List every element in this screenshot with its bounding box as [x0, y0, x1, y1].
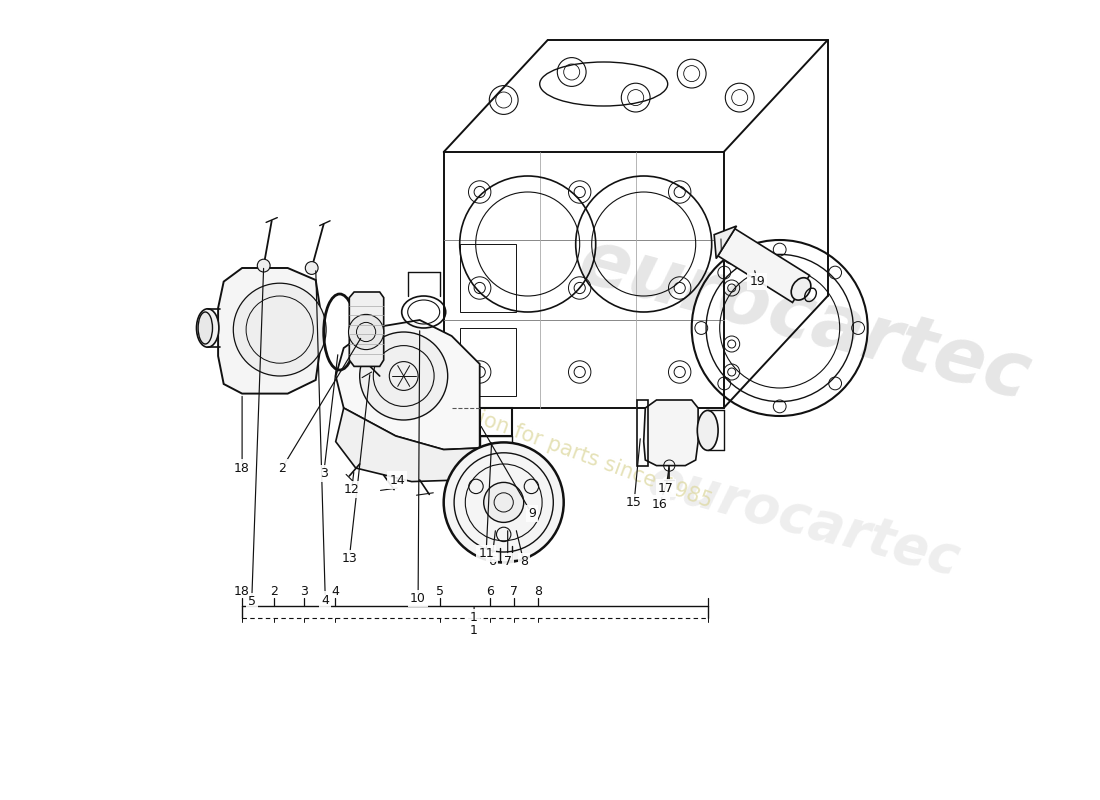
Text: 5: 5 [248, 595, 255, 608]
Text: 7: 7 [510, 585, 518, 598]
Text: 6: 6 [486, 585, 494, 598]
Text: 8: 8 [519, 555, 528, 568]
Text: 3: 3 [300, 585, 308, 598]
Text: 18: 18 [234, 462, 250, 474]
Text: 16: 16 [652, 498, 668, 510]
Text: 14: 14 [389, 474, 405, 486]
Text: 1: 1 [470, 611, 478, 624]
Text: 17: 17 [658, 482, 674, 494]
Text: 2: 2 [278, 462, 286, 474]
Ellipse shape [197, 309, 219, 347]
Circle shape [349, 314, 384, 350]
Circle shape [443, 442, 563, 562]
Text: a passion for parts since 1985: a passion for parts since 1985 [412, 385, 715, 511]
Ellipse shape [791, 278, 811, 300]
Circle shape [257, 259, 271, 272]
Circle shape [360, 332, 448, 420]
Text: 15: 15 [626, 496, 642, 509]
Text: 5: 5 [436, 585, 443, 598]
Text: eurocartec: eurocartec [642, 454, 966, 586]
Polygon shape [644, 400, 698, 466]
Text: 8: 8 [535, 585, 542, 598]
Text: eurocartec: eurocartec [570, 224, 1037, 416]
Ellipse shape [198, 312, 212, 344]
Ellipse shape [697, 410, 718, 450]
Text: 9: 9 [528, 507, 536, 520]
Text: 2: 2 [271, 585, 278, 598]
Text: 12: 12 [344, 483, 360, 496]
Text: 11: 11 [478, 547, 494, 560]
Circle shape [484, 482, 524, 522]
Polygon shape [714, 226, 737, 258]
Text: 3: 3 [320, 467, 328, 480]
Polygon shape [336, 320, 480, 450]
Text: 10: 10 [410, 592, 426, 605]
Circle shape [306, 262, 318, 274]
Text: 13: 13 [341, 552, 358, 565]
Polygon shape [218, 268, 320, 394]
Polygon shape [718, 229, 810, 302]
Text: 4: 4 [331, 585, 339, 598]
Text: 18: 18 [234, 585, 250, 598]
Text: 6: 6 [487, 555, 496, 568]
Text: 7: 7 [504, 555, 512, 568]
Circle shape [233, 283, 326, 376]
Polygon shape [336, 408, 480, 482]
Text: 1: 1 [470, 624, 478, 637]
Text: 4: 4 [321, 594, 329, 606]
Polygon shape [350, 292, 384, 366]
Text: 19: 19 [749, 275, 766, 288]
